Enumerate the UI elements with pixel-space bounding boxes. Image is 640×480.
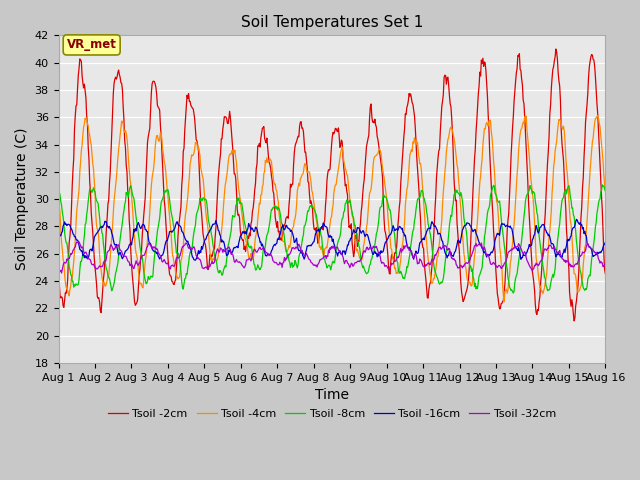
Tsoil -8cm: [602, 188, 609, 194]
Legend: Tsoil -2cm, Tsoil -4cm, Tsoil -8cm, Tsoil -16cm, Tsoil -32cm: Tsoil -2cm, Tsoil -4cm, Tsoil -8cm, Tsoi…: [104, 404, 560, 423]
Tsoil -16cm: [399, 230, 407, 236]
Y-axis label: Soil Temperature (C): Soil Temperature (C): [15, 128, 29, 270]
Tsoil -4cm: [54, 191, 62, 197]
Tsoil -2cm: [65, 256, 72, 262]
Tsoil -2cm: [602, 271, 609, 276]
Tsoil -16cm: [573, 216, 580, 222]
Tsoil -16cm: [206, 227, 214, 233]
Tsoil -16cm: [65, 221, 72, 227]
Tsoil -2cm: [121, 137, 129, 143]
Tsoil -32cm: [58, 270, 65, 276]
Tsoil -8cm: [54, 185, 62, 191]
Tsoil -8cm: [414, 195, 422, 201]
Tsoil -32cm: [416, 256, 424, 262]
Tsoil -2cm: [570, 318, 578, 324]
Tsoil -2cm: [552, 46, 560, 52]
Tsoil -8cm: [205, 220, 213, 226]
Line: Tsoil -16cm: Tsoil -16cm: [58, 219, 605, 260]
Tsoil -32cm: [207, 262, 214, 267]
Tsoil -2cm: [205, 262, 213, 268]
Line: Tsoil -8cm: Tsoil -8cm: [58, 185, 605, 293]
Tsoil -32cm: [178, 246, 186, 252]
Line: Tsoil -32cm: Tsoil -32cm: [58, 242, 605, 273]
Tsoil -8cm: [177, 262, 184, 267]
Tsoil -16cm: [602, 240, 609, 245]
Line: Tsoil -4cm: Tsoil -4cm: [58, 116, 605, 302]
Tsoil -16cm: [415, 245, 423, 251]
Tsoil -4cm: [121, 130, 129, 135]
Tsoil -2cm: [399, 156, 406, 162]
Tsoil -8cm: [598, 182, 606, 188]
Tsoil -16cm: [121, 251, 129, 256]
Tsoil -32cm: [400, 243, 408, 249]
Tsoil -32cm: [602, 261, 609, 266]
Text: VR_met: VR_met: [67, 38, 116, 51]
Title: Soil Temperatures Set 1: Soil Temperatures Set 1: [241, 15, 423, 30]
Tsoil -16cm: [191, 257, 199, 263]
Tsoil -16cm: [54, 236, 62, 242]
Tsoil -32cm: [54, 270, 62, 276]
Tsoil -4cm: [602, 188, 609, 193]
Line: Tsoil -2cm: Tsoil -2cm: [58, 49, 605, 321]
Tsoil -4cm: [594, 113, 602, 119]
Tsoil -4cm: [177, 269, 184, 275]
Tsoil -2cm: [414, 179, 422, 185]
Tsoil -32cm: [76, 239, 83, 245]
X-axis label: Time: Time: [315, 388, 349, 402]
Tsoil -4cm: [65, 290, 72, 296]
Tsoil -8cm: [65, 255, 72, 261]
Tsoil -4cm: [500, 299, 508, 305]
Tsoil -8cm: [399, 273, 406, 279]
Tsoil -8cm: [121, 202, 129, 207]
Tsoil -4cm: [399, 243, 406, 249]
Tsoil -16cm: [177, 223, 184, 229]
Tsoil -32cm: [122, 254, 130, 260]
Tsoil -2cm: [177, 210, 184, 216]
Tsoil -32cm: [65, 256, 73, 262]
Tsoil -2cm: [54, 269, 62, 275]
Tsoil -4cm: [205, 240, 213, 245]
Tsoil -4cm: [414, 148, 422, 154]
Tsoil -8cm: [509, 290, 517, 296]
